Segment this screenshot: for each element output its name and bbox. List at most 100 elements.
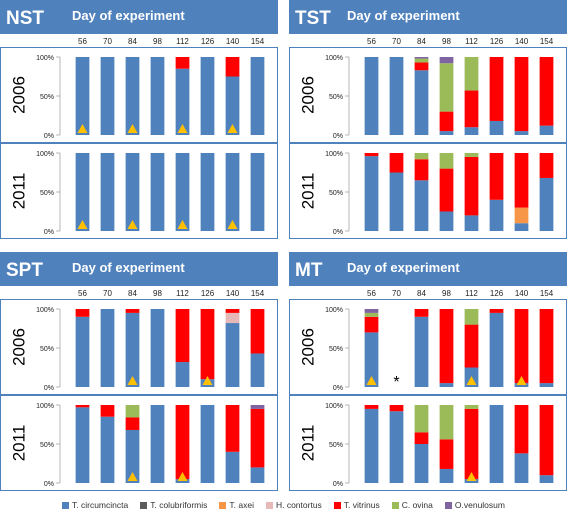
bar-segment bbox=[100, 405, 115, 417]
legend-item: T. axei bbox=[219, 498, 254, 512]
bar-segment bbox=[464, 156, 479, 216]
marker-triangle bbox=[127, 220, 138, 229]
bar-segment bbox=[514, 153, 529, 208]
bar-segment bbox=[489, 199, 504, 231]
bar-segment bbox=[464, 408, 479, 480]
legend-label: T. axei bbox=[229, 500, 254, 510]
figure-canvas: NST Day of experiment 56 70 84 98 112 126 140 154… bbox=[0, 0, 567, 491]
bar-segment bbox=[175, 153, 190, 231]
x-tick-label: 98 bbox=[153, 37, 162, 46]
bar-segment bbox=[464, 215, 479, 231]
x-tick-label: 140 bbox=[226, 37, 240, 46]
y-tick-label: 0% bbox=[44, 385, 54, 392]
legend-label: C. ovina bbox=[401, 500, 433, 510]
x-tick-label: 140 bbox=[515, 289, 529, 298]
bar-segment bbox=[514, 57, 529, 132]
bar-segment bbox=[489, 120, 504, 135]
x-tick-label: 154 bbox=[540, 37, 554, 46]
panel-nst: NST Day of experiment 56 70 84 98 112 126 140 154… bbox=[0, 0, 278, 239]
x-tick-label: 140 bbox=[226, 289, 240, 298]
bar-segment bbox=[364, 309, 379, 313]
legend-swatch bbox=[140, 501, 148, 509]
marker-triangle bbox=[127, 376, 138, 385]
marker-triangle bbox=[227, 124, 238, 133]
x-tick-label: 126 bbox=[201, 289, 215, 298]
year-label: 2006 bbox=[298, 76, 317, 114]
bar-segment bbox=[439, 383, 454, 387]
marker-triangle bbox=[516, 376, 527, 385]
bar-segment bbox=[150, 405, 165, 483]
y-tick-label: 100% bbox=[36, 307, 54, 314]
bar-segment bbox=[439, 211, 454, 231]
bar-segment bbox=[539, 475, 554, 483]
bar-segment bbox=[439, 309, 454, 384]
year-label: 2011 bbox=[9, 173, 28, 210]
legend-swatch bbox=[444, 501, 452, 509]
bar-segment bbox=[150, 57, 165, 135]
bar-segment bbox=[225, 57, 240, 77]
bar-segment bbox=[439, 57, 454, 64]
panel-header-bar bbox=[289, 252, 567, 286]
y-tick-label: 100% bbox=[325, 403, 343, 410]
column-label-strip bbox=[289, 286, 567, 299]
marker-triangle bbox=[127, 472, 138, 481]
legend: T. circumcincta T. colubriformis T. axei H.… bbox=[0, 498, 567, 512]
bar-segment bbox=[225, 76, 240, 135]
legend-swatch bbox=[62, 501, 70, 509]
bar-segment bbox=[125, 153, 140, 231]
marker-triangle bbox=[466, 376, 477, 385]
bar-segment bbox=[225, 405, 240, 452]
x-tick-label: 56 bbox=[78, 289, 87, 298]
bar-segment bbox=[75, 407, 90, 483]
bar-segment bbox=[364, 156, 379, 231]
bar-segment bbox=[514, 309, 529, 384]
bar-segment bbox=[150, 309, 165, 387]
annotation-asterisk: * bbox=[393, 374, 399, 391]
bar-segment bbox=[125, 57, 140, 135]
x-tick-label: 56 bbox=[78, 37, 87, 46]
column-label-strip bbox=[0, 34, 278, 47]
x-tick-label: 112 bbox=[465, 37, 478, 46]
bar-segment bbox=[150, 153, 165, 231]
bar-segment bbox=[414, 309, 429, 317]
panel-title: MT bbox=[295, 260, 323, 281]
bar-segment bbox=[75, 57, 90, 135]
panel-title: NST bbox=[6, 8, 44, 29]
bar-segment bbox=[414, 58, 429, 63]
marker-triangle bbox=[227, 220, 238, 229]
bar-segment bbox=[175, 57, 190, 69]
bar-segment bbox=[225, 153, 240, 231]
bar-segment bbox=[100, 57, 115, 135]
bar-segment bbox=[75, 405, 90, 408]
legend-item: H. contortus bbox=[265, 498, 322, 512]
bar-segment bbox=[489, 153, 504, 200]
x-tick-label: 112 bbox=[465, 289, 478, 298]
year-label: 2006 bbox=[9, 328, 28, 366]
legend-label: T. colubriformis bbox=[150, 500, 208, 510]
x-axis-title: Day of experiment bbox=[347, 260, 460, 275]
bar-segment bbox=[539, 177, 554, 231]
x-tick-label: 126 bbox=[490, 289, 504, 298]
legend-label: O.venulosum bbox=[454, 500, 505, 510]
x-tick-label: 70 bbox=[103, 37, 112, 46]
legend-swatch bbox=[219, 501, 227, 509]
bar-segment bbox=[464, 405, 479, 409]
legend-item: C. ovina bbox=[391, 498, 433, 512]
legend-label: T. vitrinus bbox=[343, 500, 380, 510]
x-tick-label: 56 bbox=[367, 37, 376, 46]
marker-triangle bbox=[177, 220, 188, 229]
bar-segment bbox=[439, 63, 454, 112]
panel-header-bar bbox=[0, 252, 278, 286]
y-tick-label: 0% bbox=[44, 133, 54, 140]
x-tick-label: 154 bbox=[540, 289, 554, 298]
x-tick-label: 126 bbox=[490, 37, 504, 46]
bar-segment bbox=[100, 153, 115, 231]
marker-triangle bbox=[77, 220, 88, 229]
bar-segment bbox=[389, 411, 404, 483]
x-tick-label: 84 bbox=[417, 37, 426, 46]
legend-item: T. circumcincta bbox=[62, 498, 128, 512]
bar-segment bbox=[225, 323, 240, 387]
x-axis-title: Day of experiment bbox=[347, 8, 460, 23]
marker-triangle bbox=[202, 376, 213, 385]
panel-mt: MT Day of experiment 56 70 84 98 112 126 140 154 2… bbox=[289, 252, 567, 491]
